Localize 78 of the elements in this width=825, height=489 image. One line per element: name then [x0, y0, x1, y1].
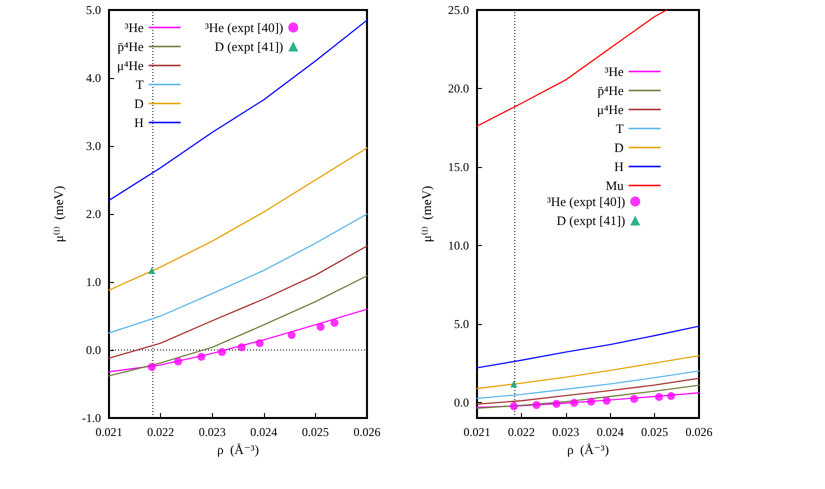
x-axis-title: ρ (Å⁻³) [217, 442, 259, 457]
y-tick-label: 25.0 [448, 3, 469, 17]
point [197, 352, 206, 361]
x-tick-label: 0.025 [302, 425, 329, 439]
x-tick-label: 0.022 [508, 425, 535, 439]
point [288, 331, 296, 340]
point [238, 343, 246, 352]
legend-label: D [614, 140, 624, 155]
legend-label: Mu [606, 178, 624, 193]
legend-label: D (expt [41]) [556, 213, 626, 228]
x-tick-label: 0.026 [354, 425, 380, 439]
point [667, 392, 676, 400]
y-tick-label: 10.0 [448, 238, 469, 252]
line-series [108, 245, 368, 359]
point [316, 322, 325, 331]
point [174, 358, 182, 366]
y-tick-label: -1.0 [82, 411, 101, 425]
line-series [476, 326, 700, 368]
legend-label: p̄⁴He [597, 83, 624, 98]
x-tick-label: 0.021 [96, 425, 122, 439]
point [330, 318, 338, 327]
line-series [476, 378, 700, 405]
line-series [108, 20, 368, 201]
x-tick-label: 0.024 [596, 425, 624, 439]
x-tick-label: 0.023 [552, 425, 580, 439]
y-tick-label: 0.0 [454, 395, 469, 410]
legend-label: T [136, 77, 144, 92]
legend-label: T [616, 121, 624, 136]
point [218, 348, 226, 356]
line-series [108, 275, 368, 376]
x-axis-title: ρ (Å⁻³) [567, 442, 609, 457]
line-series [476, 355, 700, 390]
legend-label: ³He (expt [40]) [546, 194, 626, 209]
y-tick-label: 1.0 [86, 275, 101, 289]
y-tick-label: 0.0 [86, 343, 101, 357]
line-series [108, 308, 368, 372]
line-series [476, 392, 700, 408]
legend-label: ³He [604, 64, 624, 79]
point [256, 339, 264, 348]
legend-label: H [134, 115, 144, 130]
y-tick-label: 3.0 [86, 139, 101, 153]
legend-label: μ⁴He [116, 58, 144, 73]
point [602, 396, 611, 405]
y-axis-title: μ⁽ᴵ⁾ (meV) [51, 186, 66, 242]
point [510, 380, 518, 388]
line-series [108, 147, 368, 291]
legend-label: H [614, 159, 624, 174]
point [570, 398, 578, 407]
x-tick-label: 0.026 [686, 425, 712, 439]
y-tick-label: 4.0 [86, 71, 101, 85]
legend-label: p̄⁴He [117, 39, 144, 54]
legend-label: D [134, 96, 144, 111]
x-tick-label: 0.024 [250, 425, 278, 439]
point [532, 400, 540, 409]
point [510, 402, 518, 410]
point [655, 392, 664, 401]
line-series [476, 384, 700, 409]
y-tick-label: 20.0 [448, 81, 469, 96]
legend-label: μ⁴He [596, 102, 624, 117]
legend-label: D (expt [41]) [214, 39, 284, 54]
legend-label: ³He [124, 20, 144, 35]
point [148, 363, 156, 371]
point [587, 398, 596, 406]
x-tick-label: 0.022 [147, 425, 174, 439]
y-axis-title: μ⁽ᴵ⁾ (meV) [419, 186, 434, 242]
y-tick-label: 2.0 [86, 207, 101, 221]
line-series [108, 213, 368, 334]
y-tick-label: 15.0 [448, 160, 469, 174]
line-series [476, 370, 700, 399]
legend-label: ³He (expt [40]) [204, 20, 284, 35]
y-tick-label: 5.0 [454, 316, 469, 331]
x-tick-label: 0.025 [641, 425, 668, 439]
x-tick-label: 0.021 [464, 425, 490, 439]
point [552, 400, 560, 408]
x-tick-label: 0.023 [198, 425, 226, 439]
point [148, 266, 156, 274]
point [630, 394, 638, 403]
y-tick-label: 5.0 [86, 3, 101, 17]
